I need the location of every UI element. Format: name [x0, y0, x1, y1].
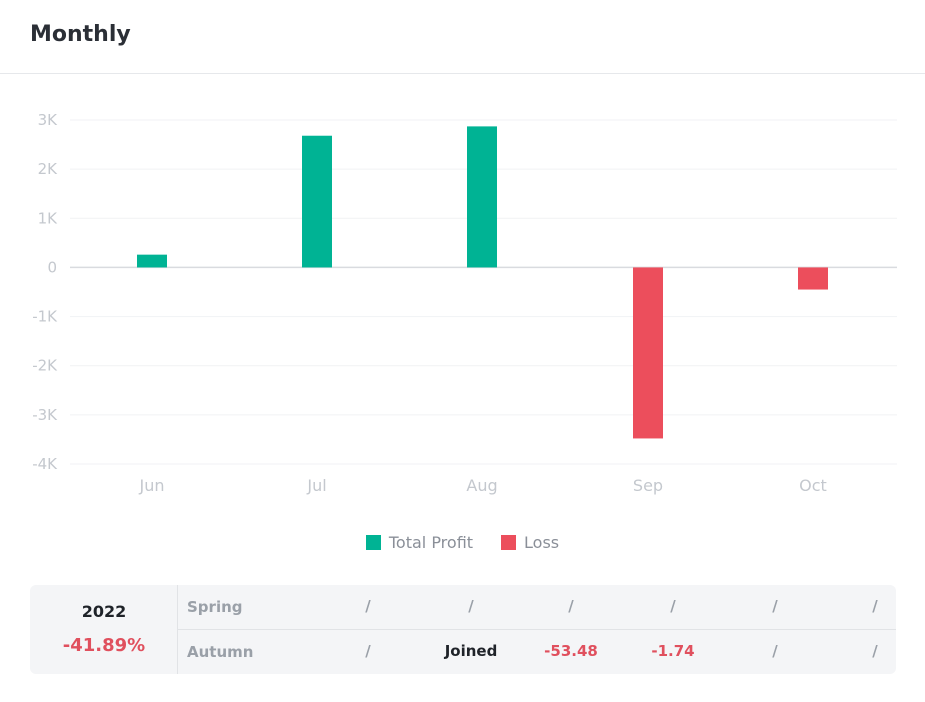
season-label: Spring: [187, 598, 243, 616]
year-summary: 2022 -41.89%: [30, 585, 178, 674]
year-return: -41.89%: [62, 635, 146, 656]
bar-loss: [633, 267, 663, 439]
legend-item-total-profit[interactable]: Total Profit: [365, 533, 474, 552]
x-tick-label: Jun: [139, 476, 165, 495]
stats-cell: /: [772, 597, 778, 615]
y-tick-label: -2K: [32, 357, 58, 375]
y-tick-label: 2K: [38, 160, 59, 178]
season-stats-table: 2022 -41.89% Spring / / / / / / Autumn /…: [30, 585, 896, 674]
stats-cell: /: [772, 642, 778, 660]
y-tick-label: 1K: [38, 209, 59, 227]
stats-cell-joined: Joined: [444, 642, 498, 660]
bar-profit: [467, 126, 497, 268]
y-tick-label: -4K: [32, 455, 58, 473]
y-tick-label: 0: [47, 258, 57, 276]
year-label: 2022: [81, 602, 127, 621]
stats-cell: /: [365, 597, 371, 615]
x-tick-label: Oct: [799, 476, 827, 495]
panel-title: Monthly: [30, 22, 131, 47]
bar-profit: [302, 135, 332, 268]
y-tick-label: 3K: [38, 111, 59, 129]
stats-cell: /: [872, 597, 878, 615]
y-tick-label: -1K: [32, 308, 58, 326]
bar-loss: [798, 267, 828, 290]
legend-item-loss[interactable]: Loss: [501, 533, 559, 552]
monthly-bar-chart: 3K 2K 1K 0 -1K -2K -3K -4K Jun Jul Aug Sep Oct: [32, 111, 897, 495]
legend-swatch-loss: [501, 535, 517, 550]
stats-cell: -53.48: [544, 642, 598, 660]
stats-cell: /: [872, 642, 878, 660]
x-tick-label: Sep: [633, 476, 663, 495]
legend-label-total-profit: Total Profit: [388, 533, 474, 552]
x-tick-label: Aug: [466, 476, 497, 495]
stats-cell: -1.74: [651, 642, 695, 660]
stats-cell: /: [468, 597, 474, 615]
x-tick-label: Jul: [306, 476, 326, 495]
stats-row-spring: Spring / / / / / /: [178, 585, 896, 629]
stats-cell: /: [670, 597, 676, 615]
panel-header: Monthly: [0, 0, 925, 74]
stats-cell: /: [365, 642, 371, 660]
season-label: Autumn: [187, 643, 254, 661]
stats-row-autumn: Autumn / Joined -53.48 -1.74 / /: [178, 630, 896, 674]
row-divider: [178, 629, 896, 630]
y-tick-label: -3K: [32, 406, 58, 424]
legend-label-loss: Loss: [524, 533, 560, 552]
chart-legend: Total Profit Loss: [0, 533, 925, 552]
stats-cell: /: [568, 597, 574, 615]
bar-profit: [137, 254, 167, 268]
legend-swatch-total-profit: [365, 535, 381, 550]
